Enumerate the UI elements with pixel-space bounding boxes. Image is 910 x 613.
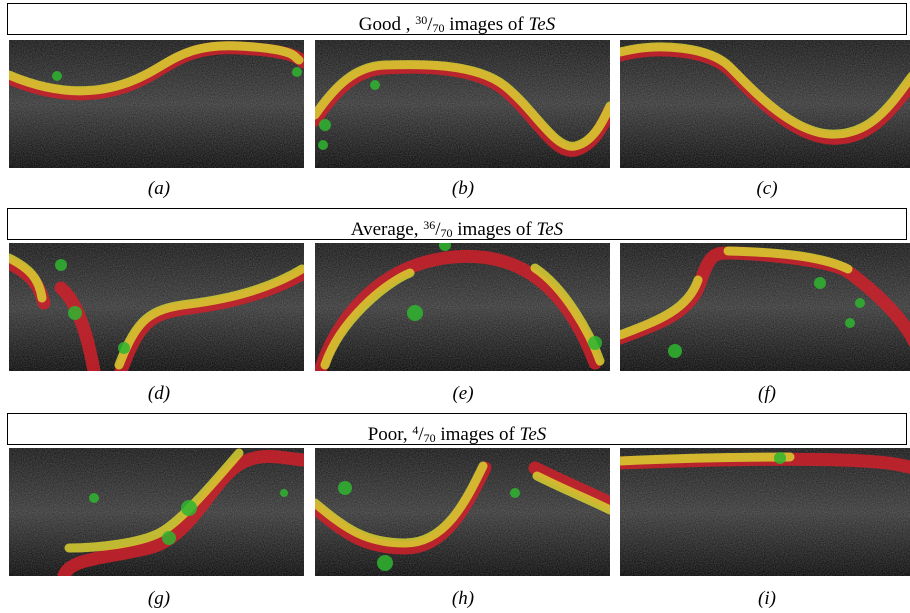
count: 36 bbox=[423, 218, 435, 232]
section-header: Average, 36/70 images of TeS bbox=[7, 208, 907, 240]
total: 70 bbox=[433, 21, 445, 35]
ultrasound-image bbox=[620, 40, 910, 168]
caption: (a) bbox=[9, 178, 309, 200]
caption: (c) bbox=[617, 178, 910, 200]
ultrasound-image bbox=[620, 448, 910, 576]
section-header: Poor, 4/70 images of TeS bbox=[7, 413, 907, 445]
count: 30 bbox=[415, 13, 427, 27]
ultrasound-image bbox=[9, 243, 304, 371]
count: 4 bbox=[412, 423, 418, 437]
label-text: images of bbox=[440, 424, 514, 445]
ultrasound-image bbox=[9, 448, 304, 576]
caption: (d) bbox=[9, 383, 309, 405]
dataset: TeS bbox=[528, 14, 555, 35]
ultrasound-image bbox=[9, 40, 304, 168]
dataset: TeS bbox=[520, 424, 547, 445]
quality-label: Poor, bbox=[368, 424, 408, 445]
quality-label: Average, bbox=[351, 219, 419, 240]
caption: (h) bbox=[313, 588, 613, 610]
label-text: images of bbox=[457, 219, 531, 240]
caption: (b) bbox=[313, 178, 613, 200]
total: 70 bbox=[441, 226, 453, 240]
section-header: Good , 30/70 images of TeS bbox=[7, 3, 907, 35]
label-text: images of bbox=[449, 14, 523, 35]
ultrasound-image bbox=[315, 243, 610, 371]
dataset: TeS bbox=[536, 219, 563, 240]
quality-label: Good , bbox=[359, 14, 411, 35]
page: Good , 30/70 images of TeS Average, 36/7… bbox=[0, 0, 910, 613]
ultrasound-image bbox=[315, 40, 610, 168]
caption: (f) bbox=[617, 383, 910, 405]
ultrasound-image bbox=[315, 448, 610, 576]
total: 70 bbox=[424, 431, 436, 445]
caption: (e) bbox=[313, 383, 613, 405]
caption: (i) bbox=[617, 588, 910, 610]
ultrasound-image bbox=[620, 243, 910, 371]
caption: (g) bbox=[9, 588, 309, 610]
